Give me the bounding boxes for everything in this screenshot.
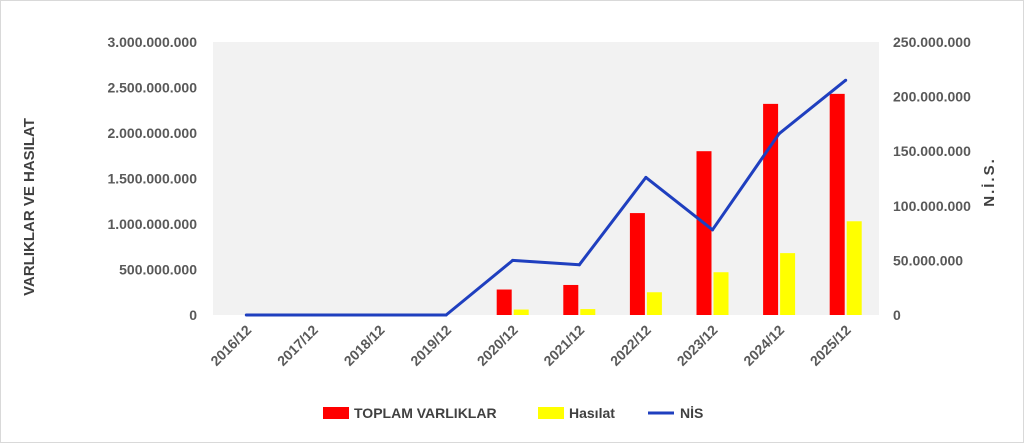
line-nis <box>246 79 847 317</box>
y-tick-label: 500.000.000 <box>119 262 197 278</box>
x-tick-label: 2019/12 <box>407 322 454 369</box>
bar-toplam-varliklar-2021-12 <box>563 284 579 315</box>
y-tick-label: 2.500.000.000 <box>107 80 197 96</box>
y2-tick-label: 50.000.000 <box>893 252 963 268</box>
point-nis-2017-12 <box>311 313 315 317</box>
legend-label-hasilat: Hasılat <box>569 405 615 421</box>
point-nis-2020-12 <box>511 258 515 262</box>
legend-label-nis: NİS <box>680 405 703 421</box>
bar-hasilat-2022-12 <box>646 292 662 315</box>
y2-tick-label: 200.000.000 <box>893 89 971 105</box>
bar-toplam-varliklar-2023-12 <box>696 151 712 315</box>
x-tick-label: 2025/12 <box>807 322 854 369</box>
x-tick-label: 2016/12 <box>207 322 254 369</box>
point-nis-2016-12 <box>244 313 248 317</box>
bar-hasilat-2025-12 <box>846 221 862 315</box>
y-tick-label: 1.500.000.000 <box>107 171 197 187</box>
y-axis-title: VARLIKLAR VE HASILAT <box>21 118 38 296</box>
bar-hasilat-2024-12 <box>780 253 796 315</box>
y2-tick-label: 100.000.000 <box>893 198 971 214</box>
x-tick-label: 2017/12 <box>274 322 321 369</box>
y-tick-label: 2.000.000.000 <box>107 125 197 141</box>
point-nis-2023-12 <box>711 228 714 232</box>
y-tick-label: 0 <box>189 307 197 323</box>
point-nis-2024-12 <box>777 132 781 136</box>
bar-hasilat-2023-12 <box>713 272 729 315</box>
y2-tick-label: 0 <box>893 307 901 323</box>
bar-toplam-varliklar-2022-12 <box>629 213 645 315</box>
x-tick-label: 2021/12 <box>540 322 587 369</box>
legend-label-toplam-varliklar: TOPLAM VARLIKLAR <box>354 405 497 421</box>
y2-tick-label: 250.000.000 <box>893 34 971 50</box>
y2-axis-title: N.İ.S. <box>981 157 998 207</box>
bar-hasilat-2021-12 <box>580 309 596 315</box>
x-tick-label: 2023/12 <box>674 322 721 369</box>
bars-layer <box>496 93 862 316</box>
bar-toplam-varliklar-2020-12 <box>496 289 512 315</box>
x-tick-label: 2018/12 <box>341 322 388 369</box>
legend-swatch-hasilat <box>538 407 564 419</box>
bar-toplam-varliklar-2024-12 <box>763 103 779 315</box>
point-nis-2021-12 <box>577 263 581 267</box>
legend-swatch-toplam-varliklar <box>323 407 349 419</box>
y-tick-label: 3.000.000.000 <box>107 34 197 50</box>
bar-toplam-varliklar-2025-12 <box>829 93 845 316</box>
point-nis-2019-12 <box>444 313 448 317</box>
bar-hasilat-2020-12 <box>513 309 529 315</box>
legend: TOPLAM VARLIKLAR Hasılat NİS <box>323 405 703 421</box>
x-tick-label: 2024/12 <box>740 322 787 369</box>
x-tick-label: 2022/12 <box>607 322 654 369</box>
point-nis-2025-12 <box>844 78 848 82</box>
plot-background <box>213 42 879 315</box>
y2-tick-label: 150.000.000 <box>893 143 971 159</box>
x-tick-label: 2020/12 <box>474 322 521 369</box>
point-nis-2018-12 <box>378 313 381 317</box>
line-layer <box>244 78 848 317</box>
point-nis-2022-12 <box>644 175 648 179</box>
y-tick-label: 1.000.000.000 <box>107 216 197 232</box>
